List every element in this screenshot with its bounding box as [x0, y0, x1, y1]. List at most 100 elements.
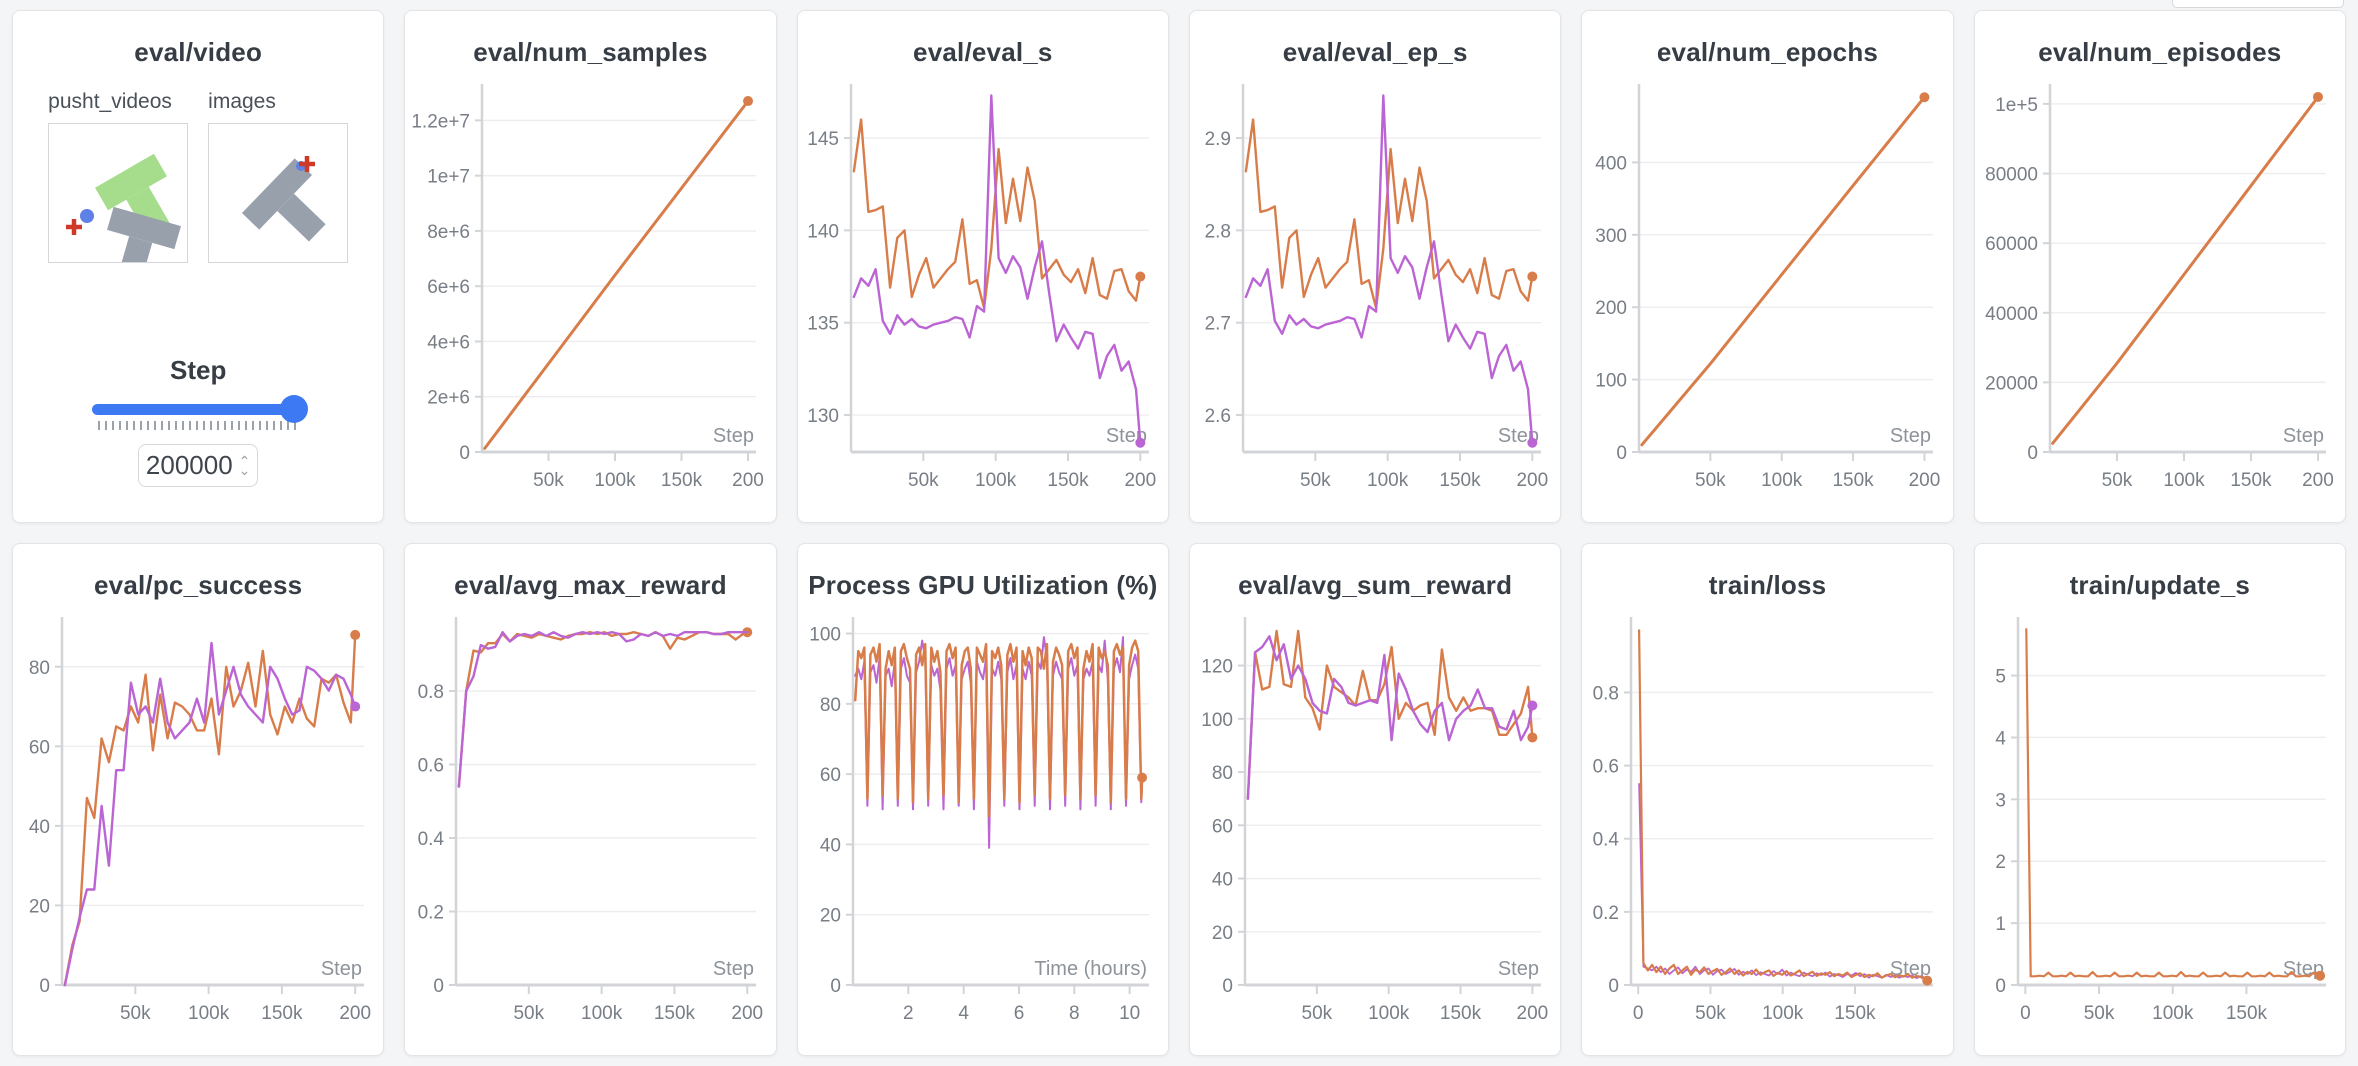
panel-eval-eval-s: eval/eval_s 130 135 140 145 50k 100k 150k 200 St… [796, 10, 1169, 523]
svg-text:200: 200 [1517, 470, 1549, 491]
svg-text:0: 0 [460, 443, 471, 464]
svg-text:50k: 50k [120, 1003, 151, 1024]
chevron-up-icon[interactable]: ⌃ [238, 452, 251, 469]
svg-text:150k: 150k [2230, 470, 2272, 491]
svg-text:140: 140 [807, 221, 839, 242]
svg-text:150k: 150k [261, 1003, 303, 1024]
line-chart[interactable]: 0 100 200 300 400 50k 100k 150k 200 Step [1585, 72, 1949, 500]
panel-title: eval/avg_sum_reward [1238, 570, 1513, 600]
svg-text:0.6: 0.6 [418, 755, 444, 776]
svg-text:50k: 50k [1696, 470, 1727, 491]
image-thumbnail[interactable] [208, 123, 349, 263]
svg-text:0.8: 0.8 [418, 682, 444, 703]
step-value[interactable]: 200000 [145, 450, 233, 480]
panel-title: train/update_s [2069, 570, 2251, 600]
panel-eval-num-episodes: eval/num_episodes 0 20000 40000 60000 80000 1… [1973, 10, 2346, 523]
svg-text:0: 0 [1617, 443, 1628, 464]
svg-text:2.7: 2.7 [1205, 314, 1231, 335]
step-slider-label: Step [169, 355, 227, 385]
svg-text:8e+6: 8e+6 [428, 222, 471, 243]
line-chart[interactable]: 0 0.2 0.4 0.6 0.8 50k 100k 150k 200 Step [408, 605, 772, 1033]
step-slider[interactable] [92, 395, 309, 423]
svg-text:0.8: 0.8 [1593, 683, 1619, 704]
svg-text:150k: 150k [1440, 470, 1482, 491]
svg-text:4: 4 [958, 1003, 969, 1024]
svg-text:0: 0 [2027, 443, 2038, 464]
svg-text:6: 6 [1014, 1003, 1025, 1024]
svg-text:80: 80 [29, 658, 50, 679]
svg-text:6e+6: 6e+6 [428, 277, 471, 298]
svg-text:60000: 60000 [1985, 234, 2038, 255]
panel-eval-avg-sum-reward: eval/avg_sum_reward 0 20 40 60 80 100 120 50k 10… [1189, 543, 1562, 1056]
svg-text:150k: 150k [1440, 1003, 1482, 1024]
svg-text:2.8: 2.8 [1205, 221, 1231, 242]
svg-text:100: 100 [1596, 371, 1628, 392]
panel-eval-avg-max-reward: eval/avg_max_reward 0 0.2 0.4 0.6 0.8 50k 100k… [404, 543, 777, 1056]
svg-text:0: 0 [40, 976, 51, 997]
panel-eval-num-epochs: eval/num_epochs 0 100 200 300 400 50k 100k 150k… [1581, 10, 1954, 523]
svg-text:50k: 50k [2084, 1003, 2115, 1024]
svg-text:120: 120 [1201, 657, 1233, 678]
svg-text:100k: 100k [582, 1003, 624, 1024]
slider-tick-ruler [98, 421, 299, 430]
svg-text:1e+5: 1e+5 [1995, 95, 2038, 116]
media-group-label: pusht_videos [48, 90, 172, 113]
svg-text:200: 200 [733, 470, 765, 491]
svg-text:0: 0 [1633, 1003, 1644, 1024]
svg-text:0: 0 [1609, 976, 1620, 997]
line-chart[interactable]: 0 2e+6 4e+6 6e+6 8e+6 1e+7 1.2e+7 50k 100k 150k 20… [408, 72, 772, 500]
slider-track[interactable] [92, 404, 305, 415]
line-chart[interactable]: 0 20 40 60 80 100 2 4 6 8 10 Time (hours) [801, 605, 1165, 1033]
line-chart[interactable]: 0 20000 40000 60000 80000 1e+5 50k 100k 150k 200 S… [1978, 72, 2342, 500]
svg-text:2.6: 2.6 [1205, 406, 1231, 427]
svg-text:Step: Step [713, 425, 754, 447]
svg-text:Step: Step [321, 958, 362, 980]
svg-text:20: 20 [1212, 923, 1233, 944]
svg-text:50k: 50k [1302, 1003, 1333, 1024]
svg-text:2: 2 [903, 1003, 914, 1024]
svg-text:80000: 80000 [1985, 165, 2038, 186]
svg-text:50k: 50k [1696, 1003, 1727, 1024]
svg-text:1e+7: 1e+7 [428, 167, 471, 188]
svg-text:100k: 100k [1762, 470, 1804, 491]
media-group-images: images [208, 90, 349, 263]
panel-eval-video: eval/video pusht_videos [12, 10, 385, 523]
pusht-video-frame [66, 153, 182, 280]
svg-text:60: 60 [29, 737, 50, 758]
svg-text:2e+6: 2e+6 [428, 388, 471, 409]
svg-text:8: 8 [1069, 1003, 1080, 1024]
svg-text:0.2: 0.2 [418, 902, 444, 923]
svg-text:150k: 150k [2226, 1003, 2268, 1024]
line-chart[interactable]: 0 20 40 60 80 50k 100k 150k 200 Step [16, 605, 380, 1033]
image-frame [242, 156, 326, 242]
gray-t-shape [242, 158, 326, 242]
line-chart[interactable]: 0 20 40 60 80 100 120 50k 100k 150k 200 Step [1193, 605, 1557, 1033]
step-number-input[interactable]: 200000 ⌃ ⌄ [138, 444, 259, 487]
goal-cross-icon [66, 219, 83, 235]
svg-text:150k: 150k [661, 470, 703, 491]
svg-text:3: 3 [1995, 790, 2006, 811]
svg-text:100k: 100k [1368, 1003, 1410, 1024]
agent-dot [80, 209, 95, 223]
chevron-down-icon[interactable]: ⌄ [238, 461, 251, 478]
svg-text:100k: 100k [595, 470, 637, 491]
svg-text:60: 60 [1212, 816, 1233, 837]
svg-text:40000: 40000 [1985, 304, 2038, 325]
svg-text:1: 1 [1995, 914, 2006, 935]
svg-text:4: 4 [1995, 728, 2006, 749]
panel-title: eval/num_samples [473, 37, 708, 67]
video-thumbnail-pusht[interactable] [48, 123, 189, 280]
svg-text:100k: 100k [1763, 1003, 1805, 1024]
svg-text:150k: 150k [1047, 470, 1089, 491]
slider-thumb[interactable] [280, 395, 309, 423]
svg-text:5: 5 [1995, 667, 2006, 688]
svg-text:Step: Step [1498, 958, 1539, 980]
panel-title: eval/eval_ep_s [1282, 37, 1468, 67]
svg-text:20: 20 [820, 906, 841, 927]
svg-text:200: 200 [1124, 470, 1156, 491]
